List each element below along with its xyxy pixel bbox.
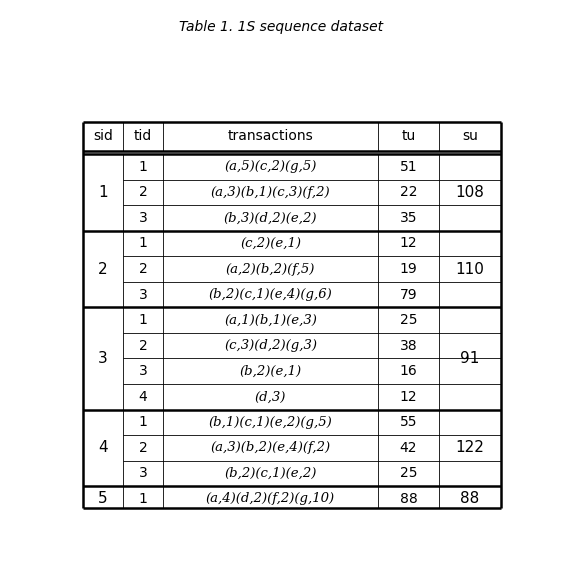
Text: (a,3)(b,2)(e,4)(f,2): (a,3)(b,2)(e,4)(f,2) bbox=[210, 441, 330, 454]
Text: (c,3)(d,2)(g,3): (c,3)(d,2)(g,3) bbox=[224, 339, 317, 352]
Text: 35: 35 bbox=[400, 211, 417, 225]
Text: (b,1)(c,1)(e,2)(g,5): (b,1)(c,1)(e,2)(g,5) bbox=[209, 416, 332, 429]
Text: 88: 88 bbox=[460, 491, 480, 506]
Text: su: su bbox=[462, 130, 478, 143]
Text: (a,1)(b,1)(e,3): (a,1)(b,1)(e,3) bbox=[224, 313, 317, 327]
Text: sid: sid bbox=[93, 130, 113, 143]
Text: 51: 51 bbox=[400, 160, 417, 174]
Text: 25: 25 bbox=[400, 467, 417, 480]
Text: (b,2)(c,1)(e,2): (b,2)(c,1)(e,2) bbox=[224, 467, 316, 480]
Text: 4: 4 bbox=[138, 390, 147, 404]
Text: 55: 55 bbox=[400, 415, 417, 429]
Text: (a,4)(d,2)(f,2)(g,10): (a,4)(d,2)(f,2)(g,10) bbox=[206, 492, 335, 506]
Text: 1: 1 bbox=[98, 185, 108, 200]
Text: 12: 12 bbox=[400, 390, 417, 404]
Text: 3: 3 bbox=[138, 467, 147, 480]
Text: 79: 79 bbox=[400, 287, 417, 302]
Text: 4: 4 bbox=[98, 441, 108, 456]
Text: 2: 2 bbox=[138, 262, 147, 276]
Text: (b,3)(d,2)(e,2): (b,3)(d,2)(e,2) bbox=[224, 211, 317, 225]
Text: 1: 1 bbox=[138, 160, 147, 174]
Text: 3: 3 bbox=[138, 364, 147, 378]
Text: (a,2)(b,2)(f,5): (a,2)(b,2)(f,5) bbox=[226, 263, 315, 275]
Text: 2: 2 bbox=[98, 262, 108, 276]
Text: 1: 1 bbox=[138, 237, 147, 251]
Text: 38: 38 bbox=[400, 339, 417, 353]
Text: 1: 1 bbox=[138, 313, 147, 327]
Text: (c,2)(e,1): (c,2)(e,1) bbox=[240, 237, 301, 250]
Text: 88: 88 bbox=[400, 492, 418, 506]
Text: (a,5)(c,2)(g,5): (a,5)(c,2)(g,5) bbox=[224, 160, 316, 173]
Text: 91: 91 bbox=[460, 351, 480, 366]
Text: (b,2)(c,1)(e,4)(g,6): (b,2)(c,1)(e,4)(g,6) bbox=[209, 288, 332, 301]
Text: (a,3)(b,1)(c,3)(f,2): (a,3)(b,1)(c,3)(f,2) bbox=[211, 186, 330, 199]
Text: 25: 25 bbox=[400, 313, 417, 327]
Text: 2: 2 bbox=[138, 441, 147, 455]
Text: transactions: transactions bbox=[228, 130, 313, 143]
Text: 110: 110 bbox=[456, 262, 484, 276]
Text: 19: 19 bbox=[400, 262, 418, 276]
Text: 1: 1 bbox=[138, 492, 147, 506]
Text: 122: 122 bbox=[456, 441, 484, 456]
Text: 22: 22 bbox=[400, 185, 417, 199]
Text: 12: 12 bbox=[400, 237, 417, 251]
Text: (b,2)(e,1): (b,2)(e,1) bbox=[239, 365, 301, 378]
Text: 3: 3 bbox=[138, 287, 147, 302]
Text: 108: 108 bbox=[456, 185, 484, 200]
Text: 5: 5 bbox=[98, 491, 108, 506]
Text: 1: 1 bbox=[138, 415, 147, 429]
Text: 2: 2 bbox=[138, 339, 147, 353]
Text: 2: 2 bbox=[138, 185, 147, 199]
Text: (d,3): (d,3) bbox=[255, 391, 286, 403]
Text: tu: tu bbox=[401, 130, 415, 143]
Text: 16: 16 bbox=[400, 364, 418, 378]
Text: 3: 3 bbox=[98, 351, 108, 366]
Text: tid: tid bbox=[134, 130, 152, 143]
Text: 3: 3 bbox=[138, 211, 147, 225]
Text: 42: 42 bbox=[400, 441, 417, 455]
Text: Table 1. 1S sequence dataset: Table 1. 1S sequence dataset bbox=[179, 20, 383, 34]
